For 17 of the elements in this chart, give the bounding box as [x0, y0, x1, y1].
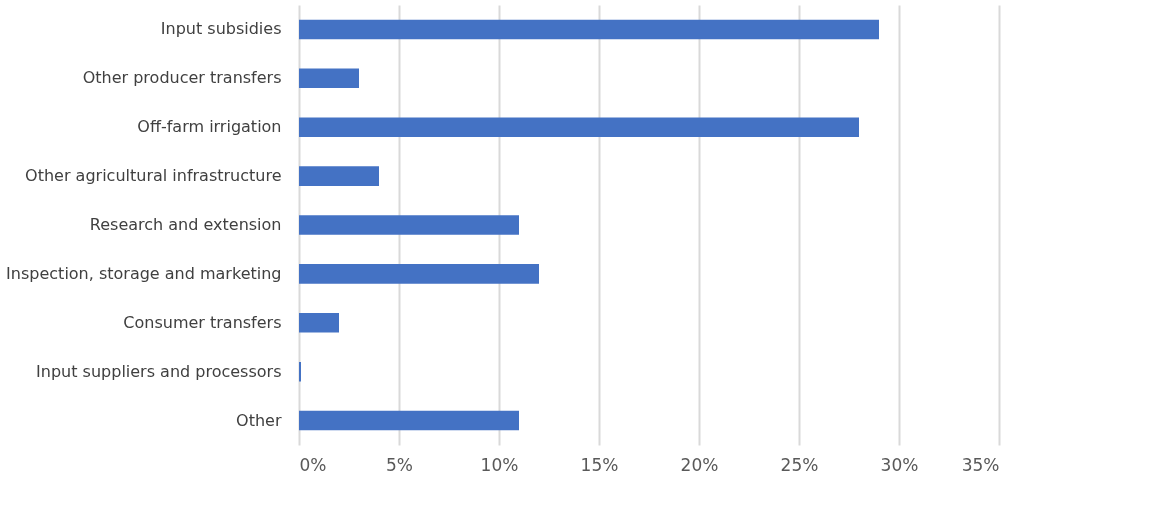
- x-tick-label: 30%: [880, 454, 919, 475]
- y-tick-label: Other producer transfers: [82, 68, 282, 88]
- y-tick-label: Other agricultural infrastructure: [25, 166, 282, 186]
- x-tick-label: 0%: [299, 454, 327, 475]
- x-tick-label: 35%: [961, 454, 1000, 475]
- y-tick-label: Off-farm irrigation: [137, 117, 282, 137]
- x-tick-label: 25%: [780, 454, 819, 475]
- y-tick-label: Input subsidies: [160, 19, 282, 39]
- y-tick-label: Other: [236, 410, 282, 430]
- y-tick-label: Inspection, storage and marketing: [6, 263, 282, 283]
- x-tick-label: 10%: [480, 454, 519, 475]
- x-tick-label: 15%: [580, 454, 619, 475]
- y-tick-label: Research and extension: [89, 215, 282, 234]
- x-tick-label: 5%: [386, 454, 413, 475]
- x-tick-label: 20%: [680, 454, 719, 475]
- y-tick-label: Consumer transfers: [123, 312, 282, 332]
- y-tick-label: Input suppliers and processors: [36, 361, 282, 381]
